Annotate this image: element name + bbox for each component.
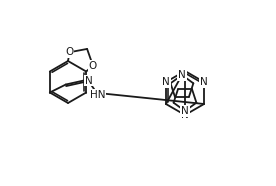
Text: N: N	[181, 110, 189, 120]
Text: N: N	[162, 77, 170, 87]
Text: O: O	[65, 47, 74, 57]
Text: HN: HN	[90, 89, 105, 100]
Text: N: N	[181, 106, 189, 116]
Text: N: N	[200, 77, 208, 87]
Text: N: N	[85, 76, 92, 86]
Text: N: N	[178, 70, 186, 80]
Text: O: O	[89, 61, 97, 71]
